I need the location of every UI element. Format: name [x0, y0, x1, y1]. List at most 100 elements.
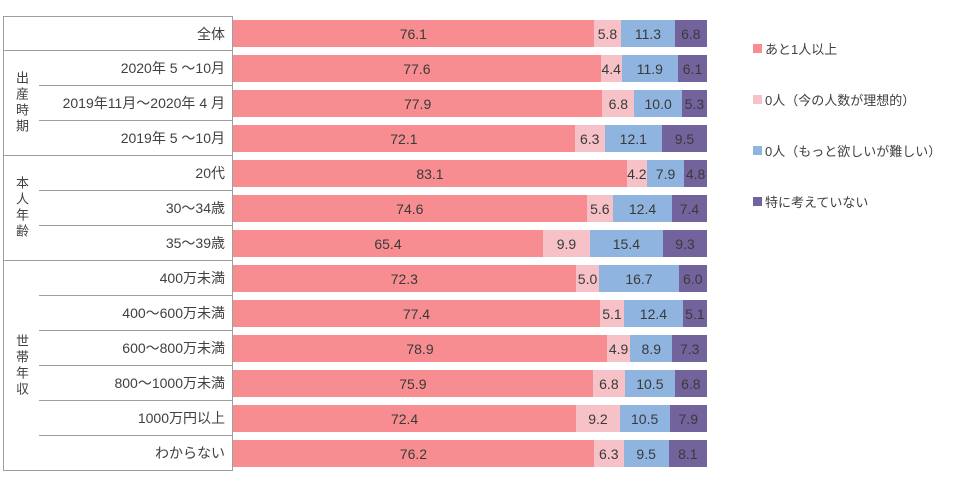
segment-value-label: 8.1	[678, 445, 698, 462]
segment-value-label: 4.8	[685, 165, 706, 182]
stacked-bar: 72.3 5.0 16.7 6.0	[233, 265, 707, 292]
bar-segment: 72.1	[233, 125, 575, 152]
bar-segment: 5.6	[586, 195, 614, 222]
segment-value-label: 77.6	[403, 60, 431, 77]
bar-segment: 12.4	[624, 300, 683, 327]
chart-row: 76.1 5.8 11.3 6.8	[233, 16, 707, 51]
chart-row: 78.9 4.9 8.9 7.3	[233, 331, 707, 366]
legend-color-swatch	[753, 94, 762, 104]
stacked-bar: 72.4 9.2 10.5 7.9	[233, 405, 707, 432]
segment-value-label: 5.1	[685, 305, 705, 322]
segment-value-label: 11.3	[634, 25, 662, 42]
segment-value-label: 72.4	[390, 410, 419, 427]
group-label: 世帯年収	[3, 261, 39, 471]
chart-row: 77.6 4.4 11.9 6.1	[233, 51, 707, 86]
bar-segment: 4.9	[606, 335, 631, 362]
bar-segment: 9.2	[576, 405, 620, 432]
bar-segment: 4.2	[626, 160, 647, 187]
segment-value-label: 7.9	[655, 165, 676, 182]
segment-value-label: 12.4	[639, 305, 668, 322]
legend-label: 0人（今の人数が理想的）	[765, 92, 916, 108]
chart-row: 65.4 9.9 15.4 9.3	[233, 226, 707, 261]
bar-segment: 4.8	[684, 160, 707, 187]
bar-segment: 9.3	[662, 230, 707, 257]
stacked-bar: 65.4 9.9 15.4 9.3	[233, 230, 707, 257]
chart-row: 72.4 9.2 10.5 7.9	[233, 401, 707, 436]
chart-grid: 全体 76.1 5.8 11.3 6.8 出産時期 2020年 5 ～10月 77.6 4.4 1…	[3, 16, 707, 471]
segment-value-label: 5.3	[684, 95, 705, 112]
segment-value-label: 6.8	[681, 25, 701, 42]
bar-segment: 5.1	[599, 300, 625, 327]
bar-segment: 8.1	[668, 440, 707, 467]
segment-value-label: 75.9	[399, 375, 427, 392]
segment-value-label: 4.9	[608, 340, 629, 357]
stacked-bar: 83.1 4.2 7.9 4.8	[233, 160, 707, 187]
bar-segment: 9.5	[623, 440, 669, 467]
segment-value-label: 12.1	[619, 130, 647, 147]
segment-value-label: 12.4	[628, 200, 657, 217]
segment-value-label: 6.8	[608, 95, 629, 112]
segment-value-label: 6.1	[682, 60, 703, 77]
stacked-bar: 77.6 4.4 11.9 6.1	[233, 55, 707, 82]
segment-value-label: 76.1	[399, 25, 427, 42]
bar-segment: 72.3	[233, 265, 576, 292]
bar-segment: 12.4	[613, 195, 672, 222]
segment-value-label: 6.8	[599, 375, 619, 392]
legend-color-swatch	[753, 145, 762, 155]
bar-segment: 5.0	[575, 265, 600, 292]
segment-value-label: 7.4	[679, 200, 700, 217]
segment-value-label: 77.9	[403, 95, 432, 112]
segment-value-label: 74.6	[396, 200, 424, 217]
chart-row: 72.3 5.0 16.7 6.0	[233, 261, 707, 296]
segment-value-label: 9.9	[556, 235, 577, 252]
segment-value-label: 77.4	[402, 305, 431, 322]
bar-segment: 83.1	[233, 160, 627, 187]
chart-row: 77.9 6.8 10.0 5.3	[233, 86, 707, 121]
bar-segment: 9.9	[542, 230, 590, 257]
bar-segment: 76.1	[233, 20, 594, 47]
segment-value-label: 6.3	[579, 130, 600, 147]
category-label: 20代	[39, 156, 233, 191]
segment-value-label: 6.8	[681, 375, 701, 392]
bar-segment: 7.4	[671, 195, 707, 222]
group-label: 本人年齢	[3, 156, 39, 261]
category-label: 全体	[3, 16, 233, 51]
stacked-bar: 76.2 6.3 9.5 8.1	[233, 440, 707, 467]
category-label: 2019年11月～2020年 4 月	[39, 86, 233, 121]
bar-segment: 6.0	[678, 265, 707, 292]
legend-color-swatch	[753, 196, 762, 206]
chart-row: 76.2 6.3 9.5 8.1	[233, 436, 707, 471]
segment-value-label: 10.5	[631, 410, 659, 427]
bar-segment: 10.0	[634, 90, 682, 117]
segment-value-label: 11.9	[636, 60, 663, 77]
legend-item: 特に考えていない	[753, 192, 941, 210]
bar-segment: 12.1	[604, 125, 662, 152]
segment-value-label: 72.1	[390, 130, 418, 147]
stacked-bar: 77.9 6.8 10.0 5.3	[233, 90, 707, 117]
bar-segment: 11.9	[621, 55, 679, 82]
bar-segment: 5.8	[593, 20, 622, 47]
category-label: 400万未満	[39, 261, 233, 296]
segment-value-label: 15.4	[612, 235, 641, 252]
bar-segment: 77.6	[233, 55, 601, 82]
bar-segment: 6.3	[574, 125, 605, 152]
bar-segment: 77.4	[233, 300, 600, 327]
segment-value-label: 4.2	[627, 165, 647, 182]
group-label: 出産時期	[3, 51, 39, 156]
legend-label: あと1人以上	[765, 41, 838, 57]
bar-segment: 4.4	[600, 55, 622, 82]
legend-item: あと1人以上	[753, 39, 941, 57]
segment-value-label: 5.8	[597, 25, 618, 42]
bar-segment: 6.8	[674, 20, 707, 47]
category-label: 35～39歳	[39, 226, 233, 261]
legend-item: 0人（もっと欲しいが難しい）	[753, 141, 941, 159]
bar-segment: 65.4	[233, 230, 543, 257]
bar-segment: 6.3	[593, 440, 624, 467]
legend-label: 特に考えていない	[765, 194, 869, 210]
stacked-bar: 76.1 5.8 11.3 6.8	[233, 20, 707, 47]
category-label: 800～1000万未満	[39, 366, 233, 401]
bar-segment: 78.9	[233, 335, 607, 362]
stacked-bar: 77.4 5.1 12.4 5.1	[233, 300, 707, 327]
stacked-bar-chart: 全体 76.1 5.8 11.3 6.8 出産時期 2020年 5 ～10月 77.6 4.4 1…	[3, 16, 707, 471]
legend-item: 0人（今の人数が理想的）	[753, 90, 941, 108]
